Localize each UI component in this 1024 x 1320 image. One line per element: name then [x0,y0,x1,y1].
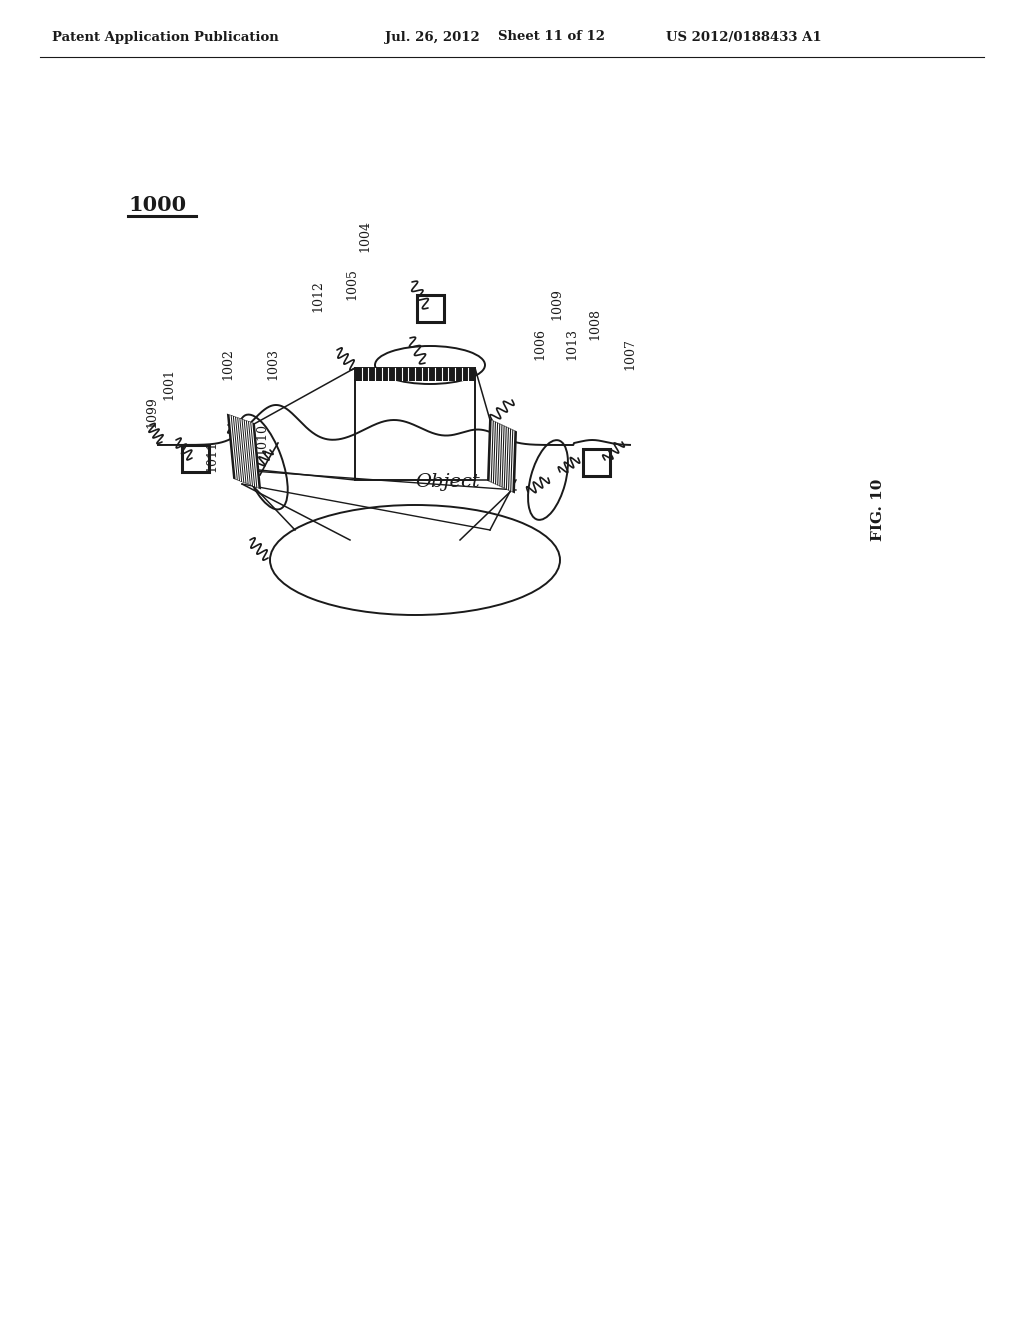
Text: 1008: 1008 [589,308,601,341]
Text: 1013: 1013 [565,327,579,360]
Text: 1012: 1012 [311,280,325,312]
Bar [355,368,475,380]
Text: 1002: 1002 [221,348,234,380]
Text: 1001: 1001 [163,368,175,400]
Bar [417,294,443,322]
Text: 1004: 1004 [358,220,372,252]
Text: Jul. 26, 2012: Jul. 26, 2012 [385,30,480,44]
Text: 1000: 1000 [128,195,186,215]
Polygon shape [488,420,516,492]
Text: 1005: 1005 [345,268,358,300]
Bar [181,445,209,471]
Bar [583,449,609,475]
Text: 1003: 1003 [266,348,280,380]
Text: 1011: 1011 [206,440,218,473]
Text: US 2012/0188433 A1: US 2012/0188433 A1 [666,30,821,44]
Text: Object: Object [415,473,480,491]
Text: 1007: 1007 [624,338,637,370]
Text: 1099: 1099 [145,396,159,428]
Text: Sheet 11 of 12: Sheet 11 of 12 [498,30,605,44]
Text: 1009: 1009 [551,288,563,319]
Polygon shape [228,414,260,488]
Text: Patent Application Publication: Patent Application Publication [52,30,279,44]
Text: 1006: 1006 [534,327,547,360]
Bar [355,380,475,480]
Text: FIG. 10: FIG. 10 [871,479,885,541]
Text: 1010: 1010 [256,422,268,455]
